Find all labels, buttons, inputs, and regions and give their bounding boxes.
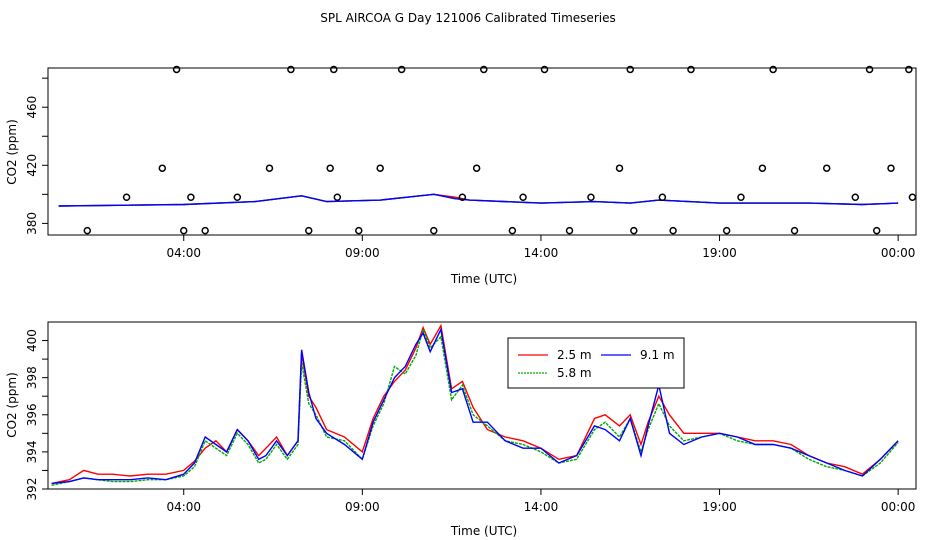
panel-2-frame <box>47 321 917 490</box>
panel-1-y-label: CO2 (ppm) <box>5 119 19 185</box>
panel-1-x-label: Time (UTC) <box>450 272 517 286</box>
data-point <box>355 226 363 235</box>
panel-1-x-axis: 04:00 09:00 14:00 19:00 00:00 <box>166 235 915 260</box>
data-point <box>83 226 92 235</box>
data-point <box>265 164 274 172</box>
data-point <box>626 65 634 74</box>
data-point <box>790 226 799 235</box>
data-point <box>658 193 667 201</box>
x-tick-label: 00:00 <box>881 246 916 260</box>
data-point <box>333 193 342 201</box>
data-point <box>480 65 488 74</box>
x-tick-label: 04:00 <box>166 246 201 260</box>
data-point <box>872 226 881 235</box>
data-point <box>430 226 438 235</box>
data-point <box>540 65 549 74</box>
x-tick-label: 09:00 <box>345 500 380 514</box>
series-line-2-5-m <box>51 323 899 485</box>
y-tick-label: 380 <box>25 212 39 235</box>
data-point <box>587 193 595 201</box>
data-point <box>758 164 767 172</box>
x-tick-label: 19:00 <box>702 500 737 514</box>
data-point <box>822 164 831 172</box>
data-point <box>472 164 481 172</box>
data-point <box>305 226 313 235</box>
legend-label-9-1m: 9.1 m <box>640 348 675 362</box>
data-point <box>737 193 745 201</box>
panel-2-y-label: CO2 (ppm) <box>5 372 19 438</box>
data-point <box>769 65 777 74</box>
data-point <box>687 65 695 74</box>
x-tick-label: 04:00 <box>166 500 201 514</box>
panel-1-frame <box>47 67 917 236</box>
data-point <box>233 193 242 201</box>
x-tick-label: 00:00 <box>881 500 916 514</box>
data-point <box>905 65 913 74</box>
data-point <box>851 193 860 201</box>
panel-1-points <box>83 65 917 235</box>
data-point <box>508 226 517 235</box>
legend-label-5-8m: 5.8 m <box>557 366 592 380</box>
data-point <box>122 193 131 201</box>
legend-box <box>507 337 685 389</box>
y-tick-label: 398 <box>25 366 39 389</box>
panel-1: 380 420 460 04:00 09:00 14:00 19:00 00:00 Time… <box>5 65 917 286</box>
data-point <box>865 65 874 74</box>
data-point <box>565 226 574 235</box>
data-point <box>287 65 295 74</box>
data-point <box>376 164 384 172</box>
x-tick-label: 14:00 <box>524 246 559 260</box>
legend-label-2-5m: 2.5 m <box>557 348 592 362</box>
y-tick-label: 396 <box>25 403 39 426</box>
panel-2-series-lines <box>51 323 899 486</box>
data-point <box>330 65 338 74</box>
panel-2-x-label: Time (UTC) <box>450 524 517 538</box>
data-point <box>397 65 406 74</box>
y-tick-label: 420 <box>25 154 39 177</box>
data-point <box>326 164 334 172</box>
data-point <box>669 226 677 235</box>
y-tick-label: 460 <box>25 96 39 119</box>
data-point <box>722 226 731 235</box>
data-point <box>615 164 624 172</box>
data-point <box>158 164 167 172</box>
data-point <box>908 193 917 201</box>
data-point <box>458 193 467 201</box>
panel-2-x-axis: 04:00 09:00 14:00 19:00 00:00 <box>166 489 915 514</box>
x-tick-label: 09:00 <box>345 246 380 260</box>
panel-1-y-axis: 380 420 460 <box>25 77 48 235</box>
panel-2-y-axis: 392 394 396 398 400 <box>25 329 48 500</box>
figure-title: SPL AIRCOA G Day 121006 Calibrated Times… <box>320 11 615 25</box>
data-point <box>187 193 195 201</box>
y-tick-label: 392 <box>25 478 39 501</box>
series-line-9-1-m <box>51 327 899 485</box>
y-tick-label: 394 <box>25 440 39 463</box>
legend: 2.5 m 9.1 m 5.8 m <box>507 337 685 389</box>
panel-1-series-lines <box>58 193 899 207</box>
data-point <box>172 65 181 74</box>
series-line-9-1-m <box>58 193 899 207</box>
series-line-5-8-m <box>51 327 899 486</box>
panel-2: 392 394 396 398 400 04:00 09:00 14:00 19:00 00:0… <box>5 321 917 538</box>
x-tick-label: 14:00 <box>524 500 559 514</box>
data-point <box>887 164 895 172</box>
y-tick-label: 400 <box>25 329 39 352</box>
x-tick-label: 19:00 <box>702 246 737 260</box>
data-point <box>201 226 209 235</box>
data-point <box>630 226 638 235</box>
data-point <box>519 193 527 201</box>
data-point <box>179 226 188 235</box>
